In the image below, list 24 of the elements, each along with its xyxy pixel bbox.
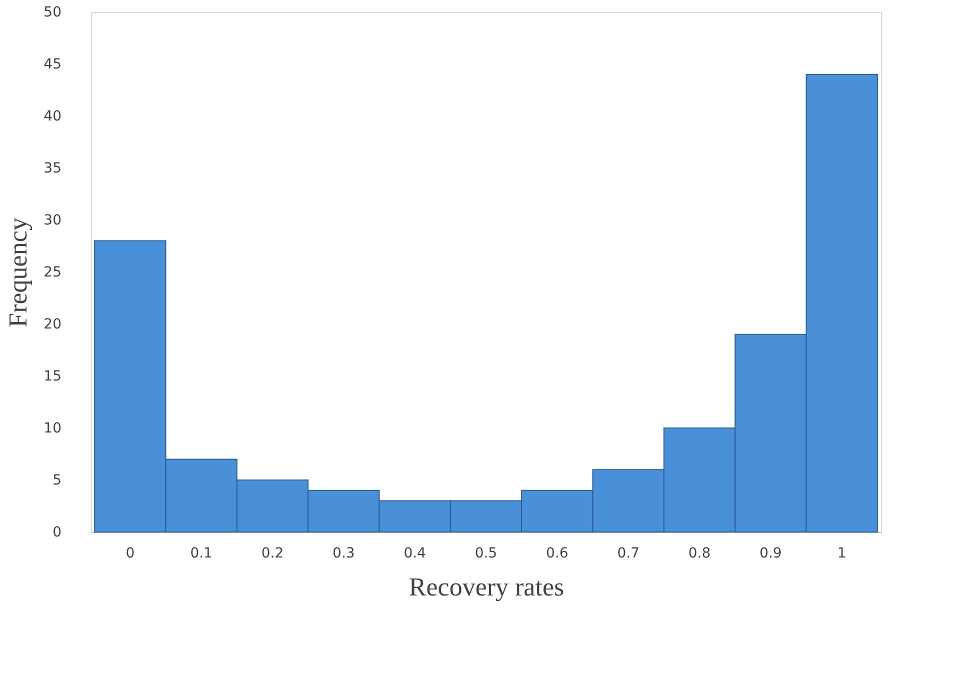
y-tick-label: 25	[44, 264, 62, 280]
x-tick-label: 0.4	[404, 546, 426, 562]
x-tick-label: 0	[126, 546, 135, 562]
x-tick-label: 0.2	[261, 546, 284, 562]
x-axis-title: Recovery rates	[408, 572, 564, 602]
x-tick-label: 0.3	[332, 546, 355, 562]
y-tick-label: 30	[44, 212, 62, 228]
x-tick-label: 0.8	[688, 546, 711, 562]
y-tick-label: 50	[44, 4, 62, 20]
y-tick-label: 20	[44, 316, 62, 332]
y-tick-label: 5	[52, 472, 62, 488]
y-axis-title: Frequency	[4, 218, 33, 328]
x-tick-label: 0.5	[474, 546, 498, 562]
y-tick-label: 15	[44, 368, 62, 384]
x-tick-label: 0.9	[760, 546, 782, 562]
x-tick-label: 1	[837, 546, 846, 562]
y-tick-label: 10	[44, 420, 62, 436]
y-tick-label: 35	[44, 160, 62, 176]
y-tick-label: 40	[44, 108, 62, 124]
x-tick-label: 0.7	[617, 546, 640, 562]
x-tick-label: 0.6	[546, 546, 568, 562]
y-tick-label: 0	[52, 524, 62, 540]
y-tick-label: 45	[44, 56, 62, 72]
x-tick-label: 0.1	[190, 546, 212, 562]
